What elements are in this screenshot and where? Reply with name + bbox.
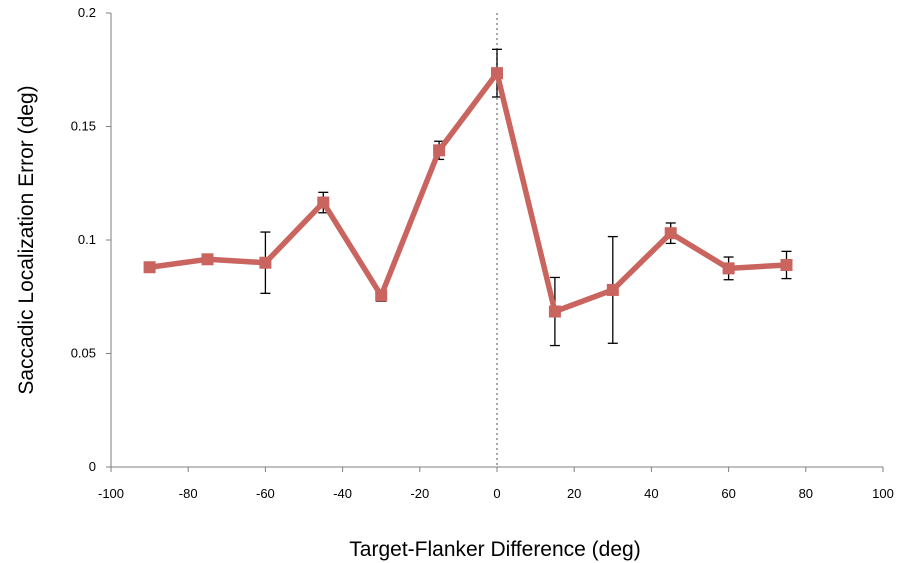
tick-labels: 0 0.05 0.1 0.15 0.2 -100 -80 -60 -40 -20 0 20 40 60 80… [71,5,894,501]
error-bars [144,48,792,347]
x-tick-label: -60 [256,486,275,501]
data-point [780,258,793,271]
data-point [664,227,677,240]
x-tick-label: 60 [721,486,735,501]
y-tick-label: 0.2 [78,5,96,20]
series [143,67,793,318]
data-point [606,283,619,296]
x-axis-title: Target-Flanker Difference (deg) [349,538,640,561]
data-point [375,289,388,302]
series-line [149,70,787,315]
data-point [433,144,446,157]
data-point [491,67,503,80]
x-tick-label: 0 [493,486,500,501]
y-axis-title: Saccadic Localization Error (deg) [15,85,38,394]
data-point [722,262,735,275]
x-tick-label: 20 [567,486,581,501]
axes [106,12,884,472]
x-tick-label: -100 [98,486,124,501]
data-point [259,256,272,269]
y-tick-label: 0.1 [78,232,96,247]
data-point [143,261,156,274]
x-tick-label: 100 [872,486,894,501]
x-tick-label: -20 [410,486,429,501]
x-tick-label: 40 [644,486,658,501]
y-tick-label: 0.05 [71,346,96,361]
y-tick-label: 0.15 [71,119,96,134]
x-tick-label: -40 [333,486,352,501]
x-tick-label: -80 [179,486,198,501]
data-point [548,305,561,318]
x-tick-label: 80 [799,486,813,501]
y-tick-label: 0 [89,459,96,474]
data-point [317,196,330,209]
data-point [201,253,214,266]
